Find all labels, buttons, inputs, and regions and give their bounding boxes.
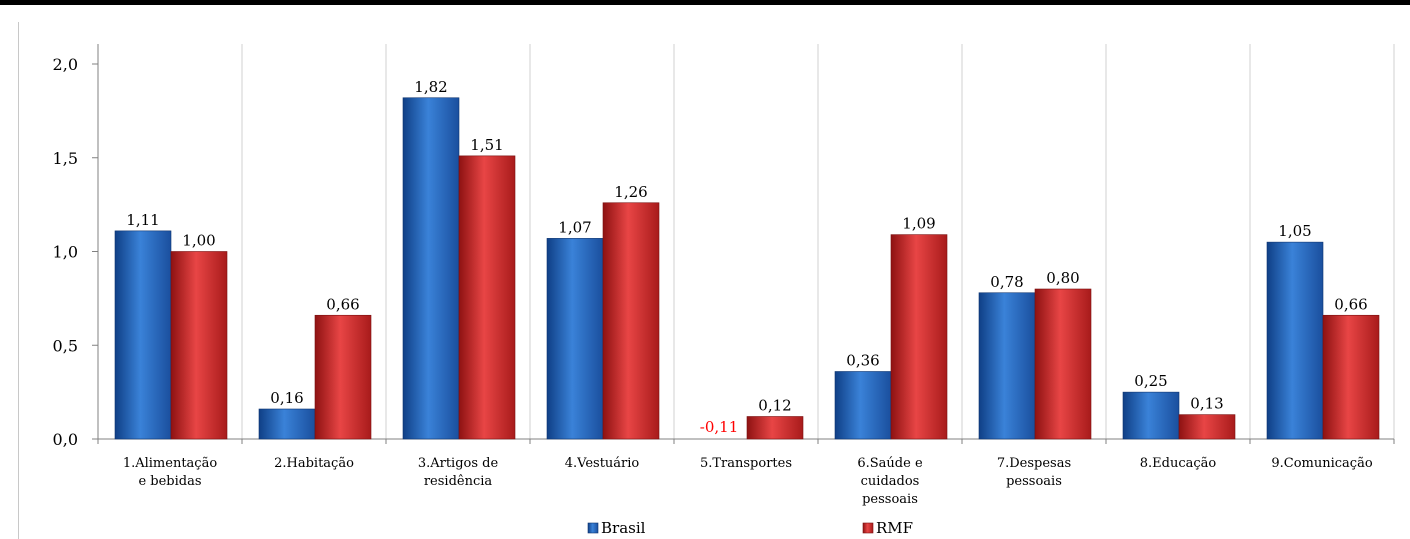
data-label: 1,26 bbox=[614, 183, 647, 201]
legend-swatch-rmf bbox=[862, 522, 874, 534]
bar-rmf bbox=[1178, 414, 1236, 440]
legend-label-brasil: Brasil bbox=[601, 519, 646, 537]
bar-brasil bbox=[546, 238, 604, 440]
data-label: 0,12 bbox=[758, 397, 791, 415]
data-label: 1,07 bbox=[558, 218, 591, 236]
bar-rmf bbox=[170, 251, 228, 440]
data-label: 1,05 bbox=[1278, 222, 1311, 240]
y-tick-label: 2,0 bbox=[53, 55, 78, 74]
data-label: 0,16 bbox=[270, 389, 303, 407]
data-label: 0,80 bbox=[1046, 269, 1079, 287]
data-label: 1,00 bbox=[182, 232, 215, 250]
y-tick-label: 0,5 bbox=[53, 336, 78, 355]
x-category-label: 3.Artigos de residência bbox=[418, 456, 499, 489]
bar-brasil bbox=[1266, 241, 1324, 440]
x-category-label: 6.Saúde e cuidados pessoais bbox=[857, 456, 923, 507]
bar-rmf bbox=[602, 202, 660, 440]
data-label: 0,66 bbox=[1334, 295, 1367, 313]
bar-rmf bbox=[1322, 314, 1380, 440]
bar-brasil bbox=[258, 408, 316, 440]
x-category-label: 4.Vestuário bbox=[565, 456, 640, 471]
grid-layer bbox=[241, 44, 1395, 439]
bar-rmf bbox=[314, 314, 372, 440]
data-label: 0,25 bbox=[1134, 372, 1167, 390]
data-label: 1,82 bbox=[414, 78, 447, 96]
bar-brasil bbox=[978, 292, 1036, 440]
axes-layer: 0,0 0,5 1,0 1,5 2,0 bbox=[53, 44, 1395, 449]
data-label: 0,66 bbox=[326, 295, 359, 313]
bar-rmf bbox=[890, 234, 948, 440]
bar-rmf bbox=[746, 416, 804, 440]
x-category-label: 2.Habitação bbox=[274, 456, 354, 471]
bar-rmf bbox=[1034, 288, 1092, 440]
x-category-label: 8.Educação bbox=[1140, 456, 1217, 471]
labels-layer: 1.Alimentação e bebidas 2.Habitação 3.Artig… bbox=[123, 78, 1373, 507]
x-category-label: 7.Despesas pessoais bbox=[997, 456, 1071, 489]
legend: Brasil RMF bbox=[587, 519, 913, 537]
data-label: 0,78 bbox=[990, 273, 1023, 291]
data-label: -0,11 bbox=[700, 418, 738, 436]
legend-swatch-brasil bbox=[587, 522, 599, 534]
bar-brasil bbox=[402, 97, 460, 440]
data-label: 1,09 bbox=[902, 215, 935, 233]
bar-brasil bbox=[1122, 391, 1180, 440]
top-border bbox=[0, 0, 1410, 5]
bars-layer bbox=[114, 97, 1380, 440]
legend-label-rmf: RMF bbox=[876, 519, 913, 537]
y-tick-label: 1,0 bbox=[53, 243, 78, 262]
data-label: 0,13 bbox=[1190, 395, 1223, 413]
bar-brasil bbox=[114, 230, 172, 440]
x-category-label: 1.Alimentação e bebidas bbox=[123, 456, 218, 489]
bar-rmf bbox=[458, 155, 516, 440]
left-frame-line bbox=[18, 22, 19, 539]
y-tick-label: 0,0 bbox=[53, 430, 78, 449]
x-category-label: 5.Transportes bbox=[700, 456, 792, 471]
data-label: 0,36 bbox=[846, 352, 879, 370]
data-label: 1,51 bbox=[470, 136, 503, 154]
y-tick-label: 1,5 bbox=[53, 149, 78, 168]
data-label: 1,11 bbox=[126, 211, 159, 229]
x-category-label: 9.Comunicação bbox=[1271, 456, 1372, 471]
bar-brasil bbox=[834, 371, 892, 440]
